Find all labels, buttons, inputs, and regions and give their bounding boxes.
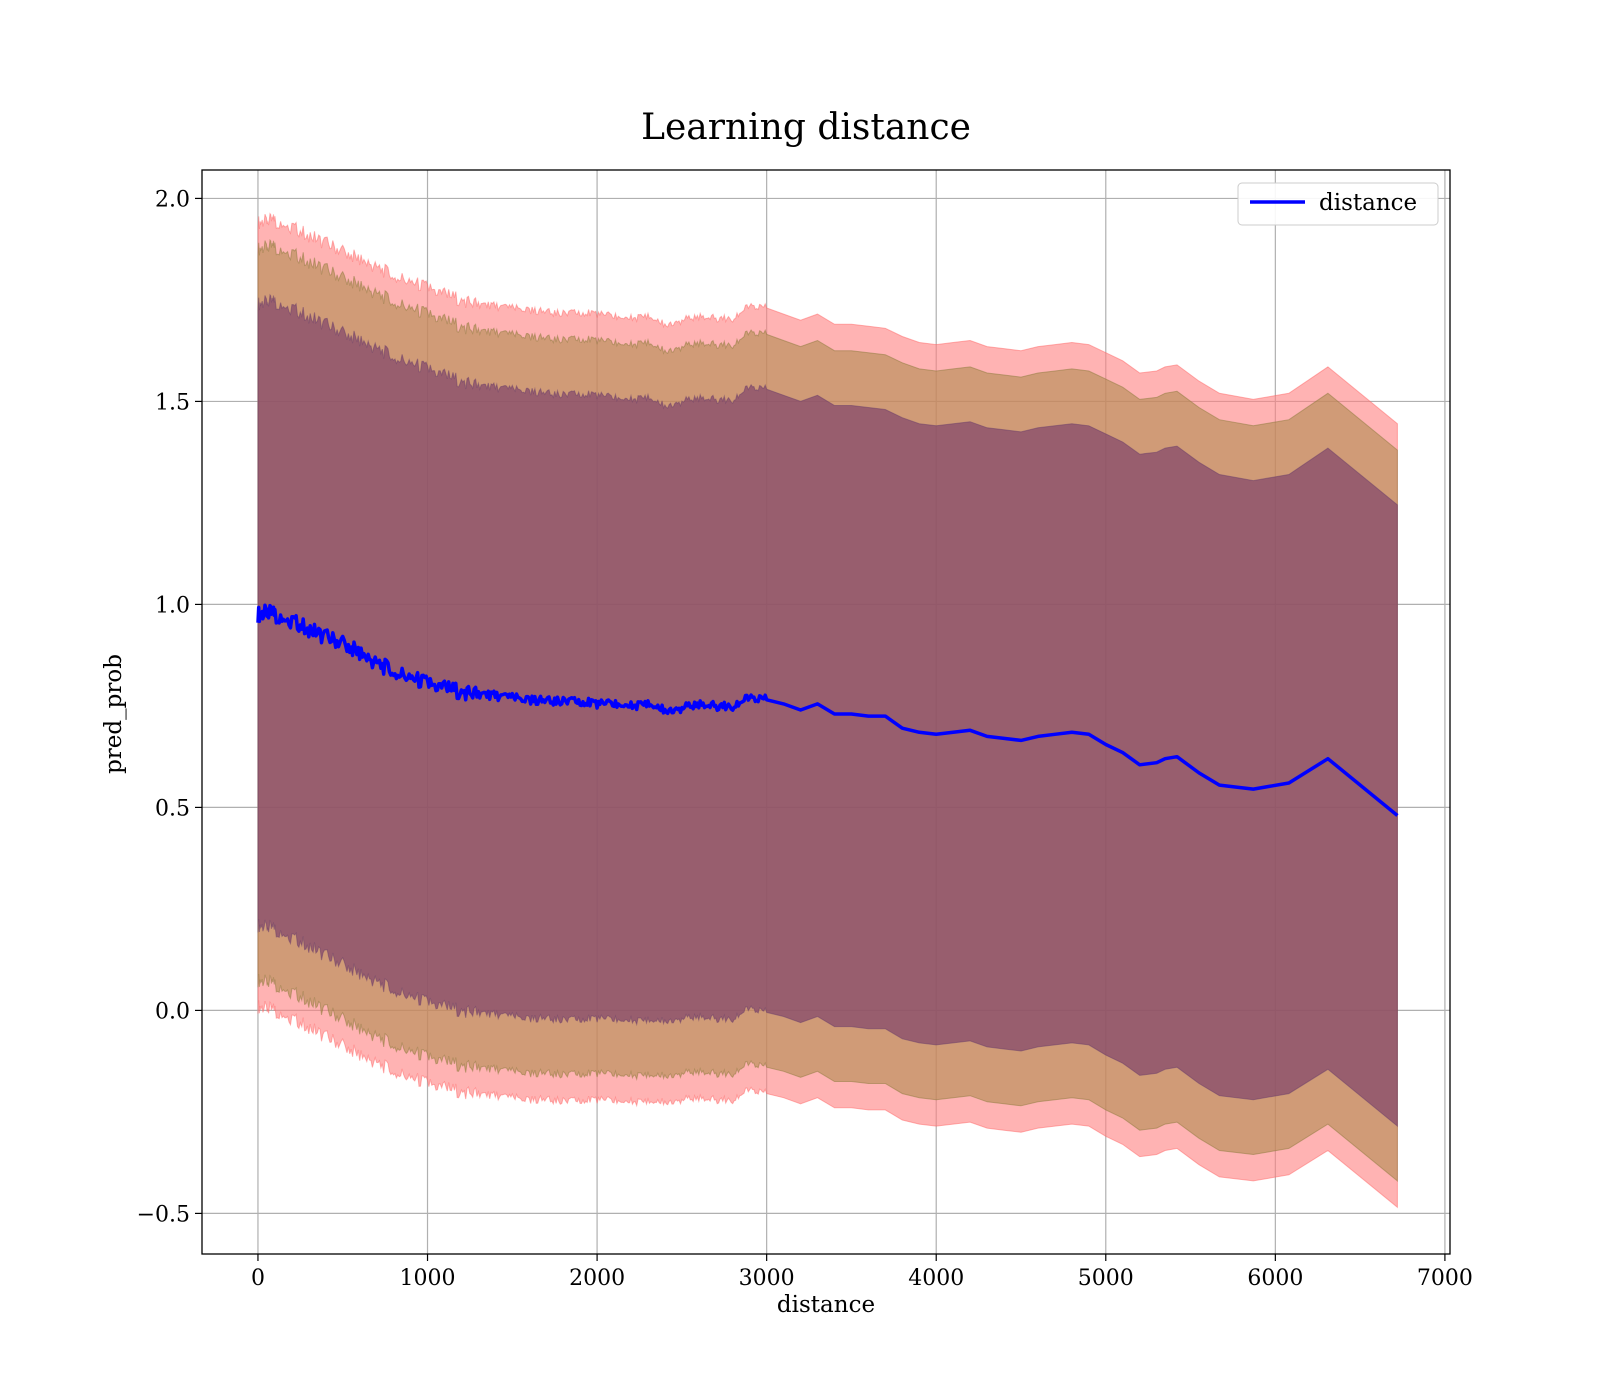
chart-title: Learning distance: [641, 107, 971, 148]
y-tick-label: −0.5: [137, 1202, 190, 1227]
x-tick-label: 1000: [400, 1266, 456, 1291]
x-tick-label: 5000: [1078, 1266, 1134, 1291]
series-line-distance: [256, 603, 1399, 817]
y-tick-label: 0.0: [155, 999, 190, 1024]
plot-area: 0 1000 2000 3000 4000 5000 6000 7000 −0.5 0.0 0.5 1…: [137, 169, 1473, 1291]
axes-frame: [201, 169, 1451, 1255]
x-tick-label: 7000: [1417, 1266, 1473, 1291]
y-tick-label: 1.0: [155, 593, 190, 618]
y-axis-label: pred_prob: [101, 654, 127, 774]
x-tick-label: 2000: [569, 1266, 625, 1291]
x-axis-label: distance: [777, 1292, 875, 1318]
x-tick-label: 0: [251, 1266, 265, 1291]
y-tick-label: 0.5: [155, 796, 190, 821]
x-tick-label: 4000: [908, 1266, 964, 1291]
y-tick-label: 2.0: [155, 187, 190, 212]
x-tick-label: 3000: [739, 1266, 795, 1291]
plot-clip-group: [256, 212, 1399, 1209]
x-tick-label: 6000: [1247, 1266, 1303, 1291]
legend-label-distance: distance: [1319, 190, 1417, 216]
legend-box: [1237, 182, 1439, 226]
legend: distance: [1237, 182, 1439, 226]
y-tick-label: 1.5: [155, 390, 190, 415]
